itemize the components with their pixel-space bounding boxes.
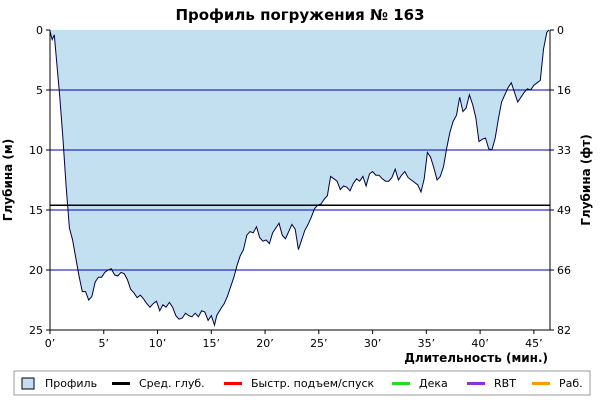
y-tick-label-left: 25 (29, 324, 43, 337)
legend: Профиль Сред. глуб. Быстр. подъем/спуск Дек… (13, 370, 591, 396)
legend-label-work: Раб. (559, 377, 583, 390)
y-tick-label-right: 82 (557, 324, 571, 337)
x-tick-label: 45’ (525, 337, 543, 350)
chart-title: Профиль погружения № 163 (175, 6, 424, 24)
y-tick-label-left: 15 (29, 204, 43, 217)
x-tick-label: 15’ (203, 337, 221, 350)
legend-label-profile: Профиль (45, 377, 97, 390)
y-tick-label-right: 66 (557, 264, 571, 277)
profile-line (49, 29, 550, 328)
y-tick-label-left: 0 (36, 24, 43, 37)
x-tick-label: 40’ (471, 337, 489, 350)
x-axis-label: Длительность (мин.) (404, 351, 548, 365)
x-tick-label: 5’ (99, 337, 110, 350)
y-tick-label-left: 10 (29, 144, 43, 157)
legend-label-rbt: RBT (494, 377, 516, 390)
y-tick-label-right: 0 (557, 24, 564, 37)
y-tick-label-right: 16 (557, 84, 571, 97)
y-tick-label-left: 20 (29, 264, 43, 277)
y-axis-label-right: Глубина (фт) (579, 134, 593, 225)
profile-area (50, 30, 549, 326)
y-axis-label-left: Глубина (м) (1, 139, 15, 221)
plot-area: 0’ 5’ 10’ 15’ 20’ 25’ 30’ 35’ 40’ 45’ 0 5 10 15 20 25 0 1… (29, 24, 571, 350)
x-tick-label: 35’ (418, 337, 436, 350)
legend-swatch-profile (21, 377, 35, 390)
x-tick-label: 20’ (256, 337, 274, 350)
x-tick-label: 30’ (364, 337, 382, 350)
x-tick-label: 25’ (310, 337, 328, 350)
y-tick-label-right: 33 (557, 144, 571, 157)
legend-label-deco: Дека (419, 377, 448, 390)
legend-label-average: Сред. глуб. (139, 377, 205, 390)
x-tick-label: 10’ (149, 337, 167, 350)
legend-label-fast_ascent: Быстр. подъем/спуск (251, 377, 375, 390)
y-tick-label-right: 49 (557, 204, 571, 217)
x-tick-label: 0’ (45, 337, 56, 350)
legend-frame (13, 370, 591, 396)
y-tick-label-left: 5 (36, 84, 43, 97)
